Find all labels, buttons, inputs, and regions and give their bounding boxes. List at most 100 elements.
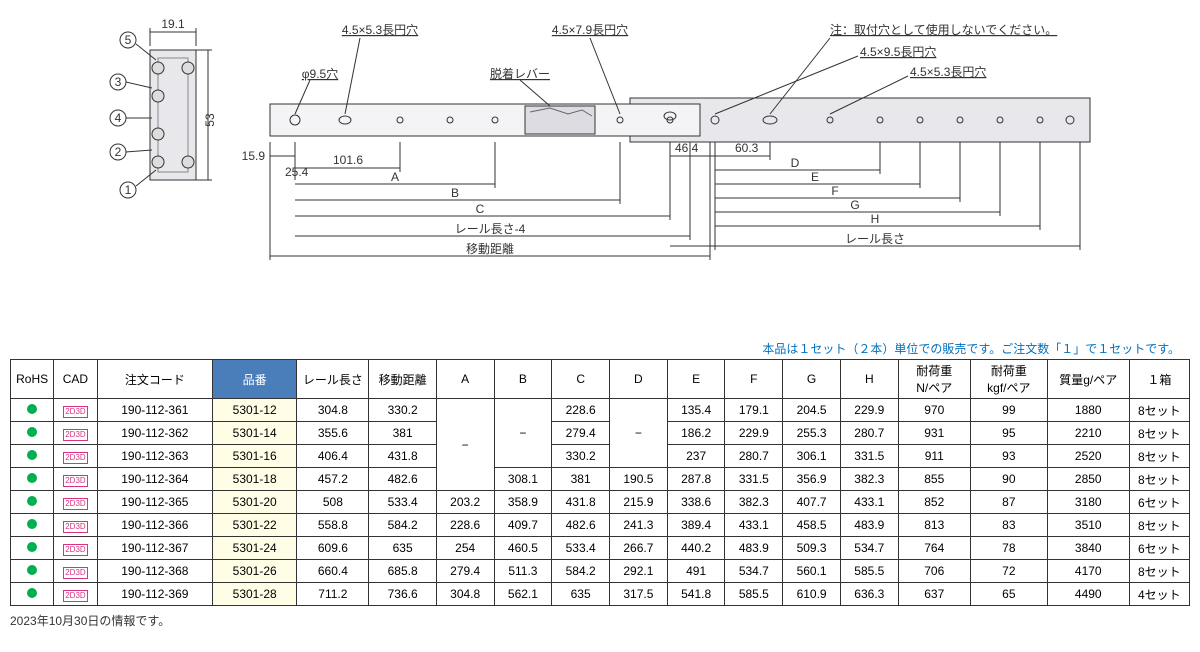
data-cell: 190-112-362 <box>97 422 212 445</box>
data-cell: 65 <box>970 583 1047 606</box>
data-cell: 3840 <box>1047 537 1129 560</box>
dim-travel: 移動距離 <box>466 242 514 256</box>
dim-rail-4: レール長さ-4 <box>455 222 526 236</box>
cad-cell: 2D3D <box>54 445 97 468</box>
date-footnote: 2023年10月30日の情報です。 <box>10 612 1190 629</box>
rohs-cell <box>11 468 54 491</box>
data-cell: 3510 <box>1047 514 1129 537</box>
data-cell: 4セット <box>1129 583 1189 606</box>
data-cell: 711.2 <box>297 583 369 606</box>
data-cell: 562.1 <box>494 583 552 606</box>
data-cell: 304.8 <box>436 583 494 606</box>
rohs-cell <box>11 583 54 606</box>
table-row: 2D3D190-112-3695301-28711.2736.6304.8562… <box>11 583 1190 606</box>
data-cell: 635 <box>552 583 610 606</box>
table-row: 2D3D190-112-3655301-20508533.4203.2358.9… <box>11 491 1190 514</box>
col-header: E <box>667 360 725 399</box>
data-cell: 229.9 <box>725 422 783 445</box>
cell-dash: − <box>610 399 668 468</box>
cell-dash: − <box>436 399 494 491</box>
dim-B: B <box>451 186 459 200</box>
col-header: H <box>840 360 898 399</box>
data-cell: 330.2 <box>552 445 610 468</box>
data-cell: 330.2 <box>369 399 436 422</box>
col-header: レール長さ <box>297 360 369 399</box>
data-cell: 87 <box>970 491 1047 514</box>
cad-badge: 2D3D <box>63 544 87 556</box>
data-cell: 637 <box>898 583 970 606</box>
col-header: CAD <box>54 360 97 399</box>
data-cell: 482.6 <box>369 468 436 491</box>
table-row: 2D3D190-112-3675301-24609.6635254460.553… <box>11 537 1190 560</box>
data-cell: 407.7 <box>783 491 841 514</box>
cad-badge: 2D3D <box>63 567 87 579</box>
data-cell: 381 <box>552 468 610 491</box>
cad-badge: 2D3D <box>63 521 87 533</box>
technical-diagram: 5 3 4 2 1 19.1 53 <box>10 10 1190 310</box>
rohs-dot-icon <box>27 496 37 506</box>
data-cell: 931 <box>898 422 970 445</box>
data-cell: 8セット <box>1129 560 1189 583</box>
data-cell: 584.2 <box>369 514 436 537</box>
data-cell: 358.9 <box>494 491 552 514</box>
data-cell: 8セット <box>1129 399 1189 422</box>
part-number-cell: 5301-22 <box>213 514 297 537</box>
cad-badge: 2D3D <box>63 452 87 464</box>
data-cell: 560.1 <box>783 560 841 583</box>
data-cell: 135.4 <box>667 399 725 422</box>
data-cell: 970 <box>898 399 970 422</box>
col-header: RoHS <box>11 360 54 399</box>
data-cell: 190-112-364 <box>97 468 212 491</box>
part-number-cell: 5301-26 <box>213 560 297 583</box>
data-cell: 254 <box>436 537 494 560</box>
data-cell: 186.2 <box>667 422 725 445</box>
data-cell: 6セット <box>1129 537 1189 560</box>
data-cell: 813 <box>898 514 970 537</box>
callout-phi95: φ9.5穴 <box>302 66 338 81</box>
data-cell: 8セット <box>1129 445 1189 468</box>
data-cell: 190-112-366 <box>97 514 212 537</box>
data-cell: 90 <box>970 468 1047 491</box>
col-header: F <box>725 360 783 399</box>
data-cell: 8セット <box>1129 422 1189 445</box>
part-number-cell: 5301-18 <box>213 468 297 491</box>
col-header: 耐荷重kgf/ペア <box>970 360 1047 399</box>
cad-badge: 2D3D <box>63 406 87 418</box>
cad-badge: 2D3D <box>63 590 87 602</box>
callout-45-95: 4.5×9.5長円穴 <box>860 44 936 59</box>
rohs-dot-icon <box>27 519 37 529</box>
data-cell: 483.9 <box>840 514 898 537</box>
data-cell: 381 <box>369 422 436 445</box>
data-cell: 292.1 <box>610 560 668 583</box>
data-cell: 190-112-367 <box>97 537 212 560</box>
rohs-cell <box>11 491 54 514</box>
data-cell: 482.6 <box>552 514 610 537</box>
data-cell: 3180 <box>1047 491 1129 514</box>
data-cell: 331.5 <box>840 445 898 468</box>
diagram-num-4: 4 <box>115 111 122 125</box>
data-cell: 440.2 <box>667 537 725 560</box>
data-cell: 911 <box>898 445 970 468</box>
rohs-cell <box>11 537 54 560</box>
dim-15-9: 15.9 <box>242 149 266 163</box>
data-cell: 355.6 <box>297 422 369 445</box>
data-cell: 8セット <box>1129 514 1189 537</box>
table-row: 2D3D190-112-3685301-26660.4685.8279.4511… <box>11 560 1190 583</box>
data-cell: 736.6 <box>369 583 436 606</box>
dim-E: E <box>811 170 819 184</box>
data-cell: 406.4 <box>297 445 369 468</box>
dim-25-4: 25.4 <box>285 165 309 179</box>
data-cell: 356.9 <box>783 468 841 491</box>
col-header: C <box>552 360 610 399</box>
col-header: B <box>494 360 552 399</box>
data-cell: 280.7 <box>840 422 898 445</box>
cad-cell: 2D3D <box>54 491 97 514</box>
col-header: D <box>610 360 668 399</box>
data-cell: 2850 <box>1047 468 1129 491</box>
dim-53: 53 <box>203 113 217 127</box>
table-row: 2D3D190-112-3615301-12304.8330.2−−228.6−… <box>11 399 1190 422</box>
data-cell: 204.5 <box>783 399 841 422</box>
rohs-cell <box>11 560 54 583</box>
cad-badge: 2D3D <box>63 498 87 510</box>
cad-badge: 2D3D <box>63 475 87 487</box>
